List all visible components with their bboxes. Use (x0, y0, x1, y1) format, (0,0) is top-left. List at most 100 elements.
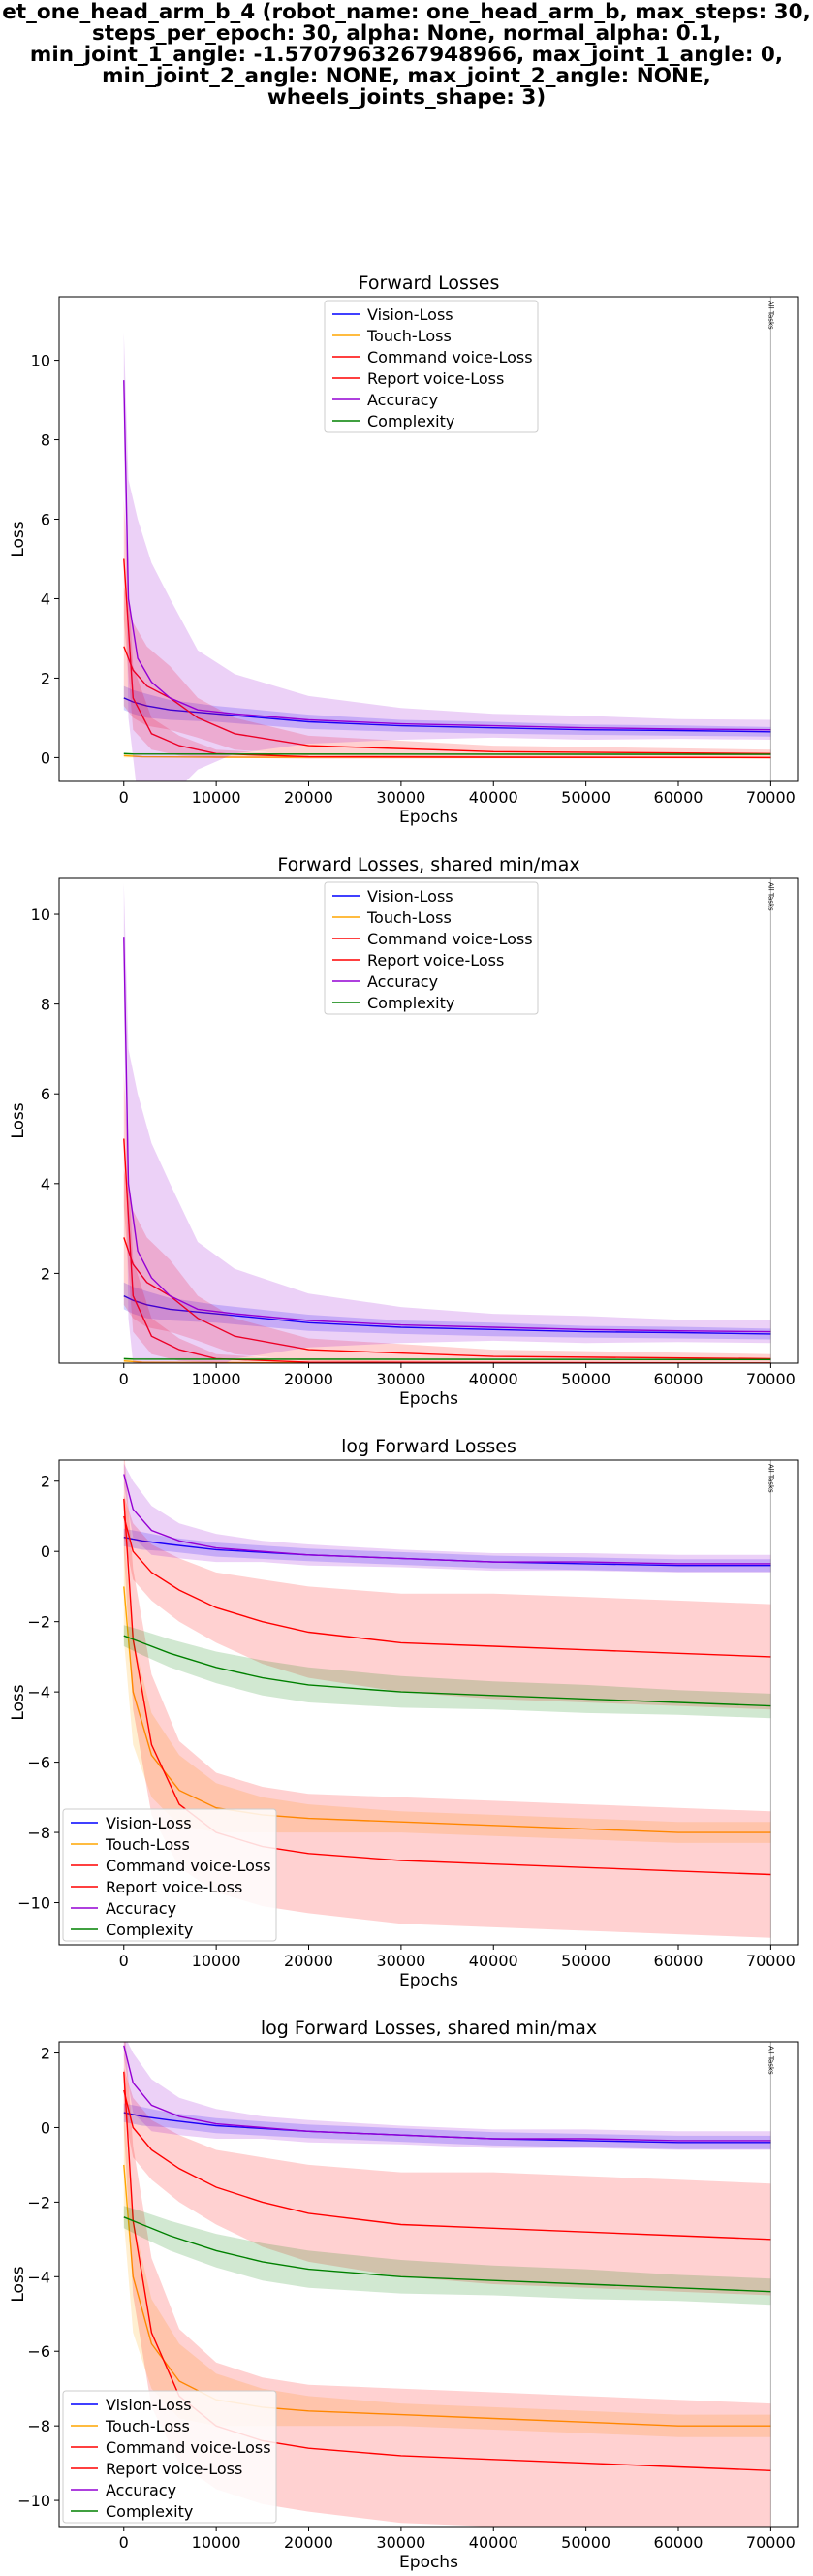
y-tick-label: 2 (41, 1473, 50, 1491)
y-tick-label: −10 (17, 1894, 50, 1913)
x-tick-label: 70000 (746, 788, 796, 807)
x-axis-label: Epochs (399, 808, 458, 827)
chart-title: Forward Losses, shared min/max (277, 854, 579, 875)
x-tick-label: 60000 (654, 788, 704, 807)
x-tick-label: 50000 (561, 788, 610, 807)
x-axis-label: Epochs (399, 1971, 458, 1990)
x-tick-label: 0 (119, 1952, 129, 1970)
line-accuracy (123, 2045, 771, 2142)
band-report-voice-loss (123, 1495, 771, 1710)
legend-box (62, 1808, 277, 1942)
x-tick-label: 10000 (192, 788, 241, 807)
band-complexity (123, 2206, 771, 2306)
x-tick-label: 30000 (376, 1370, 425, 1388)
x-tick-label: 20000 (284, 788, 333, 807)
figure-title-line-3: min_joint_1_angle: -1.5707963267948966, … (29, 43, 784, 67)
y-tick-label: 2 (41, 669, 50, 687)
vline-label: All Tasks (766, 882, 774, 911)
y-tick-label: 4 (41, 1175, 50, 1193)
y-tick-label: 8 (41, 431, 50, 450)
legend: Vision-Loss Touch-Loss Command voice-Loss R… (324, 881, 539, 1015)
legend-entry-accuracy: Accuracy (367, 391, 438, 409)
y-tick-label: −6 (27, 1754, 50, 1772)
y-tick-label: −6 (27, 2342, 50, 2361)
x-tick-label: 40000 (469, 788, 518, 807)
legend: Vision-Loss Touch-Loss Command voice-Loss R… (62, 2390, 277, 2524)
legend-entry-vision-loss: Vision-Loss (106, 2396, 192, 2414)
x-tick-label: 30000 (376, 788, 425, 807)
line-report-voice-loss (123, 2089, 771, 2241)
legend-entry-touch-loss: Touch-Loss (366, 327, 452, 345)
legend-entry-report-voice-loss: Report voice-Loss (106, 1878, 242, 1896)
legend-entry-vision-loss: Vision-Loss (367, 305, 453, 324)
band-accuracy (123, 882, 771, 1363)
plot-frame (58, 877, 799, 1364)
x-tick-label: 20000 (284, 1952, 333, 1970)
line-accuracy (123, 380, 771, 731)
legend-entry-accuracy: Accuracy (106, 1899, 176, 1918)
y-tick-label: 4 (41, 589, 50, 608)
legend-entry-accuracy: Accuracy (367, 972, 438, 991)
x-tick-label: 30000 (376, 2533, 425, 2552)
y-tick-label: 0 (41, 748, 50, 767)
chart-log-forward-losses-shared: log Forward Losses, shared min/max All Ta… (9, 2018, 799, 2572)
x-axis-label: Epochs (399, 2553, 458, 2572)
x-tick-label: 50000 (561, 2533, 610, 2552)
x-tick-label: 20000 (284, 2533, 333, 2552)
legend-entry-complexity: Complexity (106, 2502, 193, 2521)
band-accuracy (123, 1463, 771, 1573)
x-tick-label: 50000 (561, 1370, 610, 1388)
vline-label: All Tasks (766, 2046, 774, 2075)
figure-title-line-1: et_one_head_arm_b_4 (robot_name: one_hea… (2, 0, 811, 24)
plot-frame (58, 2041, 799, 2528)
line-command-voice-loss (123, 1138, 771, 1363)
figure-title-line-4: min_joint_2_angle: NONE, max_joint_2_ang… (102, 64, 711, 110)
y-tick-label: 10 (31, 352, 50, 370)
legend-entry-command-voice-loss: Command voice-Loss (367, 348, 533, 366)
vline-label: All Tasks (766, 301, 774, 330)
line-touch-loss (123, 2164, 771, 2427)
y-tick-label: −2 (27, 2193, 50, 2211)
line-command-voice-loss (123, 1498, 771, 1876)
legend: Vision-Loss Touch-Loss Command voice-Loss R… (324, 300, 539, 433)
band-vision-loss (123, 1282, 771, 1340)
line-complexity (123, 1635, 771, 1707)
x-tick-label: 70000 (746, 2533, 796, 2552)
legend-entry-report-voice-loss: Report voice-Loss (106, 2460, 242, 2478)
legend-entry-report-voice-loss: Report voice-Loss (367, 951, 504, 970)
y-tick-label: 0 (41, 2118, 50, 2137)
band-vision-loss (123, 1528, 771, 1573)
line-complexity (123, 752, 771, 755)
y-tick-label: 2 (41, 2045, 50, 2063)
band-report-voice-loss (123, 2067, 771, 2296)
y-tick-label: −8 (27, 1824, 50, 1842)
y-tick-label: −4 (27, 2268, 50, 2286)
line-report-voice-loss (123, 1515, 771, 1658)
chart-forward-losses-shared: Forward Losses, shared min/max All Tasks 0… (9, 854, 799, 1409)
line-report-voice-loss (123, 1237, 771, 1360)
legend-box (62, 2390, 277, 2524)
line-command-voice-loss (123, 558, 771, 759)
figure-title-line-2: steps_per_epoch: 30, alpha: None, normal… (92, 21, 721, 46)
x-tick-label: 40000 (469, 1370, 518, 1388)
plot-area (123, 1460, 771, 1938)
band-complexity (123, 1625, 771, 1719)
chart-title: log Forward Losses, shared min/max (261, 2018, 597, 2039)
line-touch-loss (123, 1586, 771, 1833)
legend-box (324, 300, 539, 433)
legend-entry-vision-loss: Vision-Loss (367, 887, 453, 906)
line-complexity (123, 1357, 771, 1360)
legend-entry-accuracy: Accuracy (106, 2481, 176, 2499)
line-accuracy (123, 937, 771, 1333)
chart-log-forward-losses: log Forward Losses All Tasks 0 10000 20000 30… (9, 1436, 799, 1990)
band-vision-loss (123, 685, 771, 737)
y-axis-label: Loss (9, 2266, 28, 2302)
x-tick-label: 10000 (192, 1370, 241, 1388)
legend-entry-command-voice-loss: Command voice-Loss (106, 1857, 271, 1875)
legend-box (324, 881, 539, 1015)
y-tick-label: −8 (27, 2417, 50, 2435)
line-vision-loss (123, 1294, 771, 1335)
band-command-voice-loss (123, 2042, 771, 2527)
legend-entry-touch-loss: Touch-Loss (105, 1835, 190, 1854)
y-tick-label: 6 (41, 1085, 50, 1103)
